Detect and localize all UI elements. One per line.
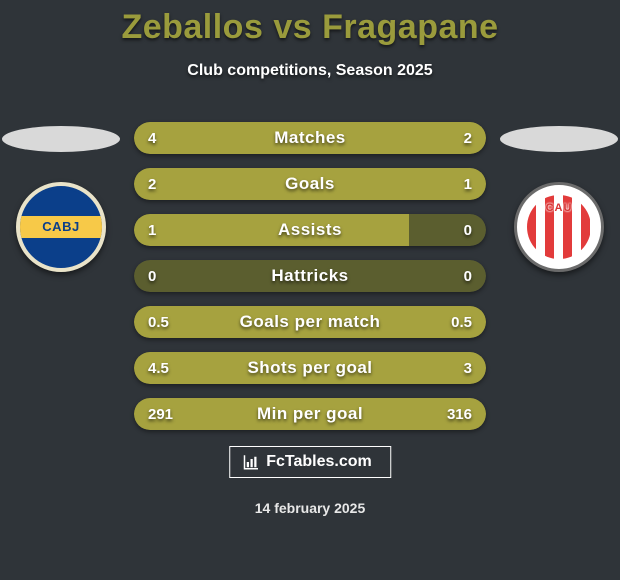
chart-icon xyxy=(242,453,260,471)
stat-label: Shots per goal xyxy=(134,352,486,384)
stat-row: Assists1 0 xyxy=(134,214,486,246)
stat-value-right: 2 xyxy=(450,122,486,154)
stat-value-left: 2 xyxy=(134,168,170,200)
stat-row: Hattricks0 0 xyxy=(134,260,486,292)
brand-text: FcTables.com xyxy=(266,453,372,471)
stat-label: Hattricks xyxy=(134,260,486,292)
stats-chart: Matches42Goals21Assists10Hattricks00Goal… xyxy=(134,122,486,444)
stat-value-right: 3 xyxy=(450,352,486,384)
stat-value-right: 1 xyxy=(450,168,486,200)
stat-row: Matches4 2 xyxy=(134,122,486,154)
badge-shadow-right xyxy=(500,126,618,152)
union-stripes xyxy=(527,195,591,259)
stat-value-right: 0 xyxy=(450,214,486,246)
stat-value-right: 316 xyxy=(433,398,486,430)
team-badge-left xyxy=(16,182,106,272)
stat-value-left: 0.5 xyxy=(134,306,183,338)
stat-value-left: 0 xyxy=(134,260,170,292)
stat-value-right: 0.5 xyxy=(437,306,486,338)
stat-value-left: 291 xyxy=(134,398,187,430)
badge-shadow-left xyxy=(2,126,120,152)
subtitle: Club competitions, Season 2025 xyxy=(0,62,620,80)
title-vs: vs xyxy=(273,8,312,46)
stat-value-left: 1 xyxy=(134,214,170,246)
stat-label: Goals per match xyxy=(134,306,486,338)
title-player1: Zeballos xyxy=(121,8,263,46)
team-badge-right xyxy=(514,182,604,272)
stat-value-left: 4.5 xyxy=(134,352,183,384)
stat-value-left: 4 xyxy=(134,122,170,154)
stat-value-right: 0 xyxy=(450,260,486,292)
title-player2: Fragapane xyxy=(322,8,498,46)
stat-label: Goals xyxy=(134,168,486,200)
stat-row: Min per goal291316 xyxy=(134,398,486,430)
page-title: Zeballos vs Fragapane xyxy=(0,8,620,47)
stat-row: Goals2 1 xyxy=(134,168,486,200)
brand-box: FcTables.com xyxy=(229,446,391,478)
stat-row: Goals per match0.5 0.5 xyxy=(134,306,486,338)
date-text: 14 february 2025 xyxy=(0,500,620,516)
stat-row: Shots per goal4.5 3 xyxy=(134,352,486,384)
stat-label: Matches xyxy=(134,122,486,154)
stat-label: Assists xyxy=(134,214,486,246)
